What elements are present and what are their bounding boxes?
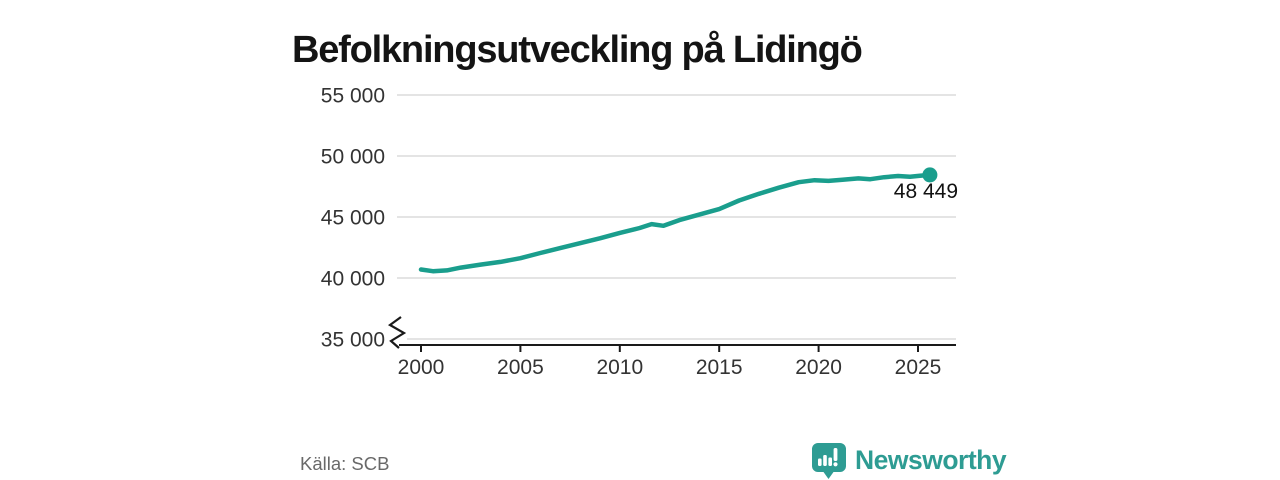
newsworthy-logo: Newsworthy: [811, 442, 1007, 479]
newsworthy-logo-icon: [812, 443, 846, 479]
y-axis-break-mark: [387, 316, 407, 349]
y-axis-tick-label: 45 000: [321, 207, 385, 230]
y-axis-tick-label: 40 000: [321, 268, 385, 291]
x-axis-tick-label: 2005: [497, 356, 544, 379]
y-axis-tick-label: 55 000: [321, 85, 385, 108]
logo-bar-1: [818, 458, 822, 466]
logo-exclamation-dot: [833, 462, 838, 467]
source-label: Källa: SCB: [300, 453, 390, 474]
chart-title: Befolkningsutveckling på Lidingö: [292, 29, 863, 72]
end-value-label: 48 449: [894, 180, 958, 203]
end-point-marker: [922, 167, 938, 183]
y-axis-tick-label: 50 000: [321, 146, 385, 169]
x-axis-tick-label: 2020: [795, 356, 842, 379]
y-axis-tick-label: 35 000: [321, 329, 385, 352]
x-axis-tick-label: 2025: [895, 356, 942, 379]
logo-bar-2: [823, 455, 827, 466]
x-axis-tick-label: 2015: [696, 356, 743, 379]
logo-bar-3: [828, 457, 832, 466]
population-line: [418, 172, 933, 274]
x-axis-tick-label: 2010: [596, 356, 643, 379]
x-axis-tick-label: 2000: [398, 356, 445, 379]
newsworthy-logo-text: Newsworthy: [855, 445, 1007, 475]
logo-exclamation-bar: [833, 448, 838, 461]
